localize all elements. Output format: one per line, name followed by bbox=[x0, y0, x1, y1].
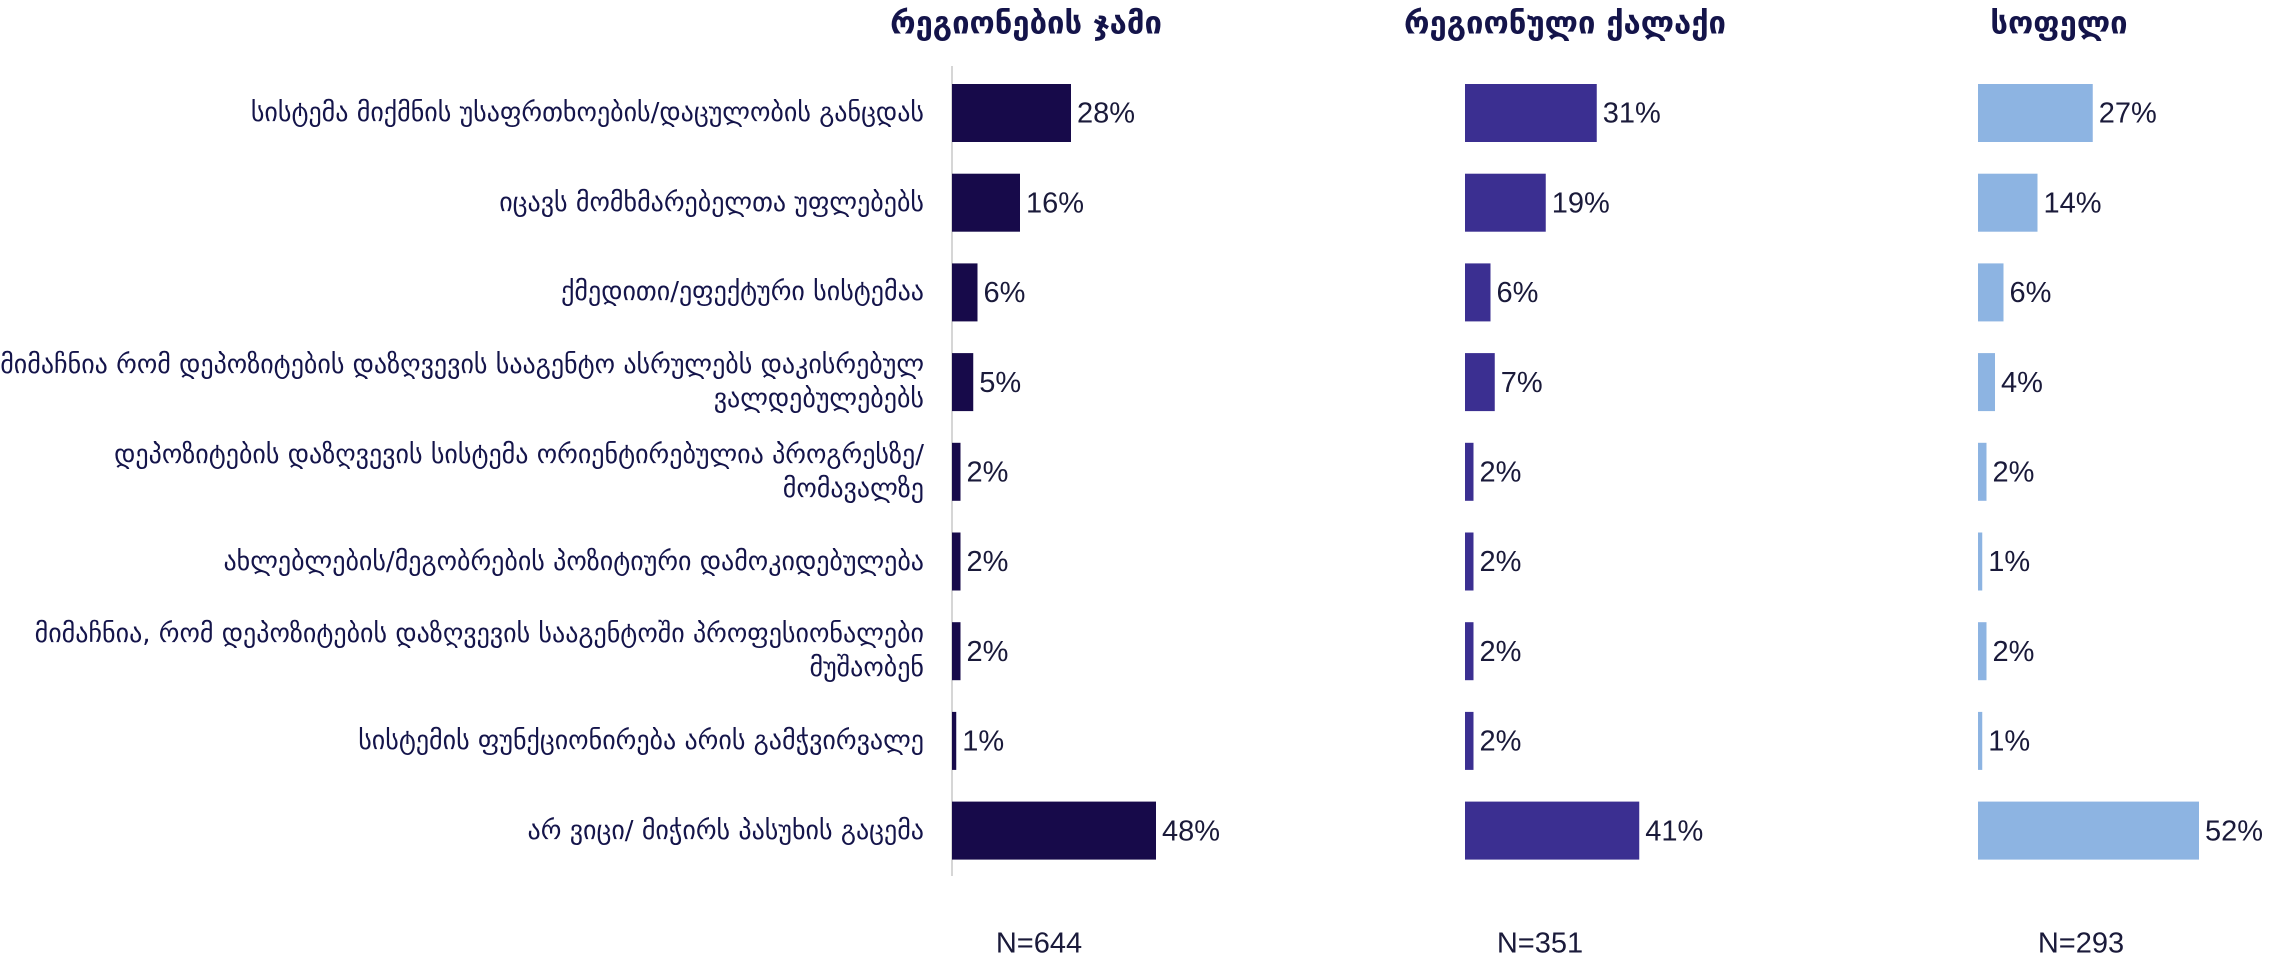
bar bbox=[1465, 84, 1597, 142]
bar bbox=[1465, 801, 1640, 860]
value-label: 2% bbox=[967, 636, 1009, 668]
category-label: სისტემის ფუნქციონირება არის გამჭვირვალე bbox=[358, 725, 924, 756]
bar bbox=[1978, 442, 1987, 501]
bar bbox=[952, 532, 961, 591]
bar bbox=[952, 84, 1071, 142]
bar bbox=[1978, 173, 2038, 232]
sample-size: N=293 bbox=[2038, 928, 2124, 960]
value-label: 2% bbox=[1480, 456, 1522, 488]
category-label: სისტემა მიქმნის უსაფრთხოების/დაცულობის გ… bbox=[250, 98, 924, 128]
value-label: 2% bbox=[1993, 636, 2035, 668]
bar bbox=[1978, 353, 1995, 412]
panel-title: რეგიონული ქალაქი bbox=[1404, 6, 1726, 42]
value-label: 5% bbox=[979, 367, 1021, 399]
category-label: დეპოზიტების დაზღვევის სისტემა ორიენტირებ… bbox=[114, 439, 924, 504]
value-label: 7% bbox=[1501, 367, 1543, 399]
bar bbox=[1978, 263, 2004, 322]
bar bbox=[1978, 84, 2093, 142]
value-label: 6% bbox=[984, 277, 1026, 309]
value-label: 19% bbox=[1552, 187, 1610, 219]
sample-size: N=644 bbox=[996, 928, 1082, 960]
value-label: 6% bbox=[2010, 277, 2052, 309]
value-label: 48% bbox=[1162, 815, 1220, 847]
value-label: 52% bbox=[2205, 815, 2263, 847]
bar bbox=[952, 263, 978, 322]
value-label: 31% bbox=[1603, 98, 1661, 130]
bar bbox=[1465, 442, 1474, 501]
bar bbox=[952, 442, 961, 501]
category-label: იცავს მომხმარებელთა უფლებებს bbox=[499, 187, 924, 218]
bar bbox=[1978, 622, 1987, 681]
bar bbox=[1465, 173, 1546, 232]
value-label: 1% bbox=[962, 726, 1004, 758]
value-label: 14% bbox=[2044, 187, 2102, 219]
value-label: 2% bbox=[967, 456, 1009, 488]
value-label: 2% bbox=[1480, 546, 1522, 578]
value-label: 2% bbox=[1993, 456, 2035, 488]
value-label: 16% bbox=[1026, 187, 1084, 219]
value-label: 2% bbox=[967, 546, 1009, 578]
category-label: არ ვიცი/ მიჭირს პასუხის გაცემა bbox=[527, 815, 924, 846]
value-label: 1% bbox=[1988, 546, 2030, 578]
value-label: 4% bbox=[2001, 367, 2043, 399]
value-label: 2% bbox=[1480, 726, 1522, 758]
bar bbox=[1465, 353, 1495, 412]
value-label: 27% bbox=[2099, 98, 2157, 130]
category-label: მიმაჩნია რომ დეპოზიტების დაზღვევის სააგე… bbox=[0, 350, 924, 415]
value-label: 2% bbox=[1480, 636, 1522, 668]
value-label: 1% bbox=[1988, 726, 2030, 758]
value-label: 41% bbox=[1645, 815, 1703, 847]
bar bbox=[1978, 532, 1983, 591]
bar bbox=[952, 622, 961, 681]
category-label: მიმაჩნია, რომ დეპოზიტების დაზღვევის სააგ… bbox=[34, 619, 924, 684]
value-label: 6% bbox=[1497, 277, 1539, 309]
category-label: ახლებლების/მეგობრების პოზიტიური დამოკიდე… bbox=[223, 546, 924, 577]
bar bbox=[1978, 801, 2199, 860]
bar bbox=[1465, 622, 1474, 681]
bar bbox=[952, 173, 1020, 232]
value-label: 28% bbox=[1077, 98, 1135, 130]
bar bbox=[952, 801, 1156, 860]
panel-title: სოფელი bbox=[1990, 6, 2127, 42]
bar bbox=[1465, 711, 1474, 770]
bar bbox=[952, 711, 957, 770]
bar bbox=[952, 353, 974, 412]
bar bbox=[1465, 532, 1474, 591]
bar bbox=[1978, 711, 1983, 770]
sample-size: N=351 bbox=[1497, 928, 1583, 960]
category-label: ქმედითი/ეფექტური სისტემაა bbox=[561, 277, 924, 308]
bar bbox=[1465, 263, 1491, 322]
panel-title: რეგიონების ჯამი bbox=[890, 6, 1162, 42]
